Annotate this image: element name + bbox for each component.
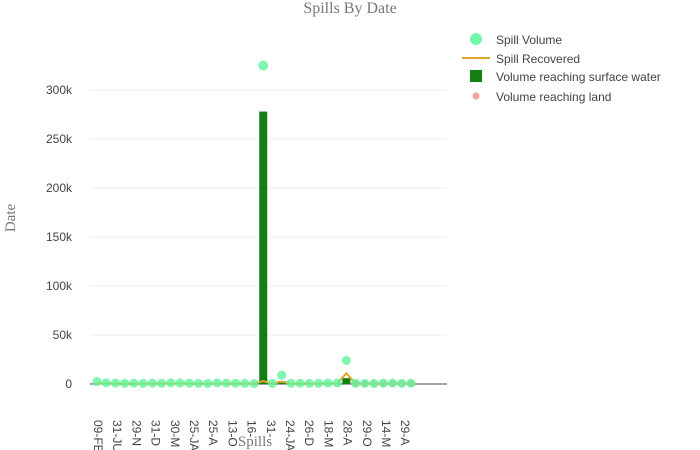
spill-volume-point [110, 378, 120, 388]
spill-volume-point [397, 378, 407, 388]
y-tick-label: 250k [46, 132, 73, 146]
x-tick-label: 31-JU [110, 420, 124, 450]
spill-volume-point [147, 378, 157, 388]
spill-volume-point [203, 378, 213, 388]
x-tick-label: 24-JA [283, 420, 297, 450]
x-tick-label: 29-O [360, 420, 374, 447]
legend-label-spill-recovered: Spill Recovered [496, 52, 580, 66]
legend-swatch-spill-volume [470, 33, 482, 45]
spill-volume-point [332, 378, 342, 388]
spill-volume-point [295, 378, 305, 388]
spill-volume-point [101, 378, 111, 388]
legend-label-land: Volume reaching land [496, 90, 611, 104]
spill-volume-point [184, 378, 194, 388]
volume-points [92, 60, 416, 389]
spill-volume-point [92, 377, 102, 387]
y-tick-label: 150k [46, 230, 73, 244]
spill-volume-point [129, 378, 139, 388]
spill-volume-point [157, 378, 167, 388]
spill-volume-point [258, 60, 269, 71]
surface-water-bar [259, 111, 268, 384]
spill-volume-point [323, 378, 333, 388]
x-tick-label: 09-FE [91, 420, 105, 450]
spill-volume-point [249, 379, 259, 389]
x-axis-ticks: 09-FE 31-JU 29-N 31-D 30-M 25-JA 25-A 13-O 16- 31… [91, 420, 412, 450]
x-tick-label: 28-A [341, 420, 355, 445]
x-tick-label: 13-O [225, 420, 239, 447]
spill-volume-point [304, 378, 314, 388]
x-tick-label: 16- [245, 420, 259, 437]
spill-volume-point [314, 378, 324, 388]
x-tick-label: 30-M [168, 420, 182, 447]
x-tick-label: 31- [264, 420, 278, 437]
spill-volume-point [120, 378, 130, 388]
spill-volume-point [231, 378, 241, 388]
legend-label-spill-volume: Spill Volume [496, 33, 562, 47]
x-tick-label: 29-N [129, 420, 143, 446]
y-tick-label: 50k [53, 328, 73, 342]
spill-volume-point [166, 378, 176, 388]
gridlines [90, 89, 447, 336]
x-axis-label: Spills [238, 434, 272, 450]
legend-label-surface-water: Volume reaching surface water [496, 70, 661, 84]
x-tick-label: 18-M [321, 420, 335, 447]
spill-volume-point [138, 378, 148, 388]
y-tick-label: 200k [46, 181, 73, 195]
surface-water-bar [342, 378, 351, 384]
spill-volume-point [406, 378, 416, 388]
chart-title: Spills By Date [303, 0, 396, 17]
spill-volume-point [360, 378, 370, 388]
y-axis-ticks: 0 50k 100k 150k 200k 250k 300k [46, 83, 73, 391]
spill-volume-point [351, 378, 361, 388]
x-tick-label: 29-A [398, 420, 412, 445]
legend[interactable]: Spill Volume Spill Recovered Volume reac… [462, 33, 661, 104]
spill-volume-point [221, 378, 231, 388]
spill-volume-point [240, 378, 250, 388]
spill-volume-point [286, 378, 296, 388]
spill-volume-point [341, 355, 351, 365]
x-tick-label: 26-D [302, 420, 316, 446]
legend-swatch-land [472, 92, 480, 100]
spill-volume-point [277, 370, 287, 380]
y-tick-label: 300k [46, 83, 73, 97]
x-tick-label: 14-M [379, 420, 393, 447]
spill-volume-point [388, 378, 398, 388]
x-tick-label: 25-JA [187, 420, 201, 450]
y-tick-label: 0 [65, 377, 72, 391]
x-tick-label: 31-D [149, 420, 163, 446]
x-tick-label: 25-A [206, 420, 220, 445]
spill-volume-point [212, 378, 222, 388]
spill-volume-point [267, 378, 277, 388]
spill-volume-point [175, 378, 185, 388]
legend-swatch-surface-water [470, 70, 482, 82]
y-axis-label: Date [3, 204, 19, 233]
spill-volume-point [369, 378, 379, 388]
spill-volume-point [378, 378, 388, 388]
y-tick-label: 100k [46, 279, 73, 293]
surface-water-bars [259, 111, 351, 384]
spill-volume-point [194, 378, 204, 388]
